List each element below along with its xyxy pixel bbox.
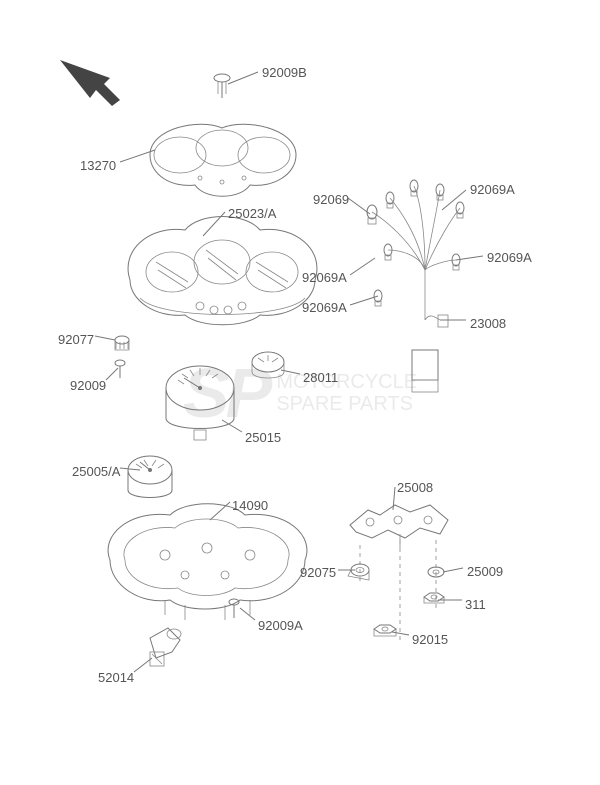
leader-line — [120, 468, 140, 470]
callout-label: 13270 — [80, 158, 116, 173]
leader-line — [106, 368, 118, 380]
leader-line — [350, 258, 375, 275]
part-socket-assy-23008 — [372, 186, 460, 392]
leader-line — [443, 568, 463, 572]
callout-label: 92015 — [412, 632, 448, 647]
part-elbow-52014 — [150, 628, 181, 666]
callout-label: 92069A — [302, 300, 347, 315]
leader-line — [134, 658, 152, 672]
callout-label: 92075 — [300, 565, 336, 580]
callout-label: 92069 — [313, 192, 349, 207]
leader-line — [228, 72, 258, 84]
callout-label: 25008 — [397, 480, 433, 495]
callout-label: 92069A — [470, 182, 515, 197]
leader-line — [203, 212, 225, 236]
leader-line — [240, 608, 255, 620]
leader-line — [392, 632, 409, 635]
callout-label: 25015 — [245, 430, 281, 445]
assembly-axes — [360, 540, 436, 640]
callout-label: 52014 — [98, 670, 134, 685]
part-nut-311 — [424, 593, 444, 603]
part-meter-assy-25023A — [128, 217, 317, 325]
callout-label: 311 — [465, 597, 486, 612]
part-knob-92077 — [115, 336, 129, 350]
callout-label: 92069A — [302, 270, 347, 285]
part-nut-92015 — [374, 625, 396, 636]
part-plate-13270 — [150, 124, 296, 196]
part-tach-25005A — [128, 456, 172, 498]
part-lower-case-14090 — [108, 504, 307, 620]
callout-label: 25005/A — [72, 464, 120, 479]
callout-label: 92009 — [70, 378, 106, 393]
callout-label: 23008 — [470, 316, 506, 331]
part-bulbs-92069A — [374, 180, 464, 306]
leader-line — [442, 190, 466, 210]
callout-label: 92009B — [262, 65, 307, 80]
leader-line — [95, 336, 115, 340]
callout-label: 14090 — [232, 498, 268, 513]
leader-line — [348, 198, 370, 214]
orientation-arrow — [60, 60, 120, 106]
callout-label: 25023/A — [228, 206, 276, 221]
leader-line — [393, 487, 395, 510]
part-disc-28011 — [252, 352, 284, 378]
part-damper-92075 — [348, 564, 369, 580]
callout-label: 92077 — [58, 332, 94, 347]
callout-label: 92069A — [487, 250, 532, 265]
diagram-canvas: SP MOTORCYCLE SPARE PARTS — [0, 0, 600, 785]
callout-label: 92009A — [258, 618, 303, 633]
callout-label: 25009 — [467, 564, 503, 579]
callout-leaders — [95, 72, 483, 672]
callout-label: 28011 — [303, 370, 338, 385]
part-screw-92009B — [214, 74, 230, 98]
leader-line — [350, 296, 378, 305]
part-gauge-unit-25015 — [166, 366, 234, 440]
part-bracket-25008 — [350, 505, 448, 548]
